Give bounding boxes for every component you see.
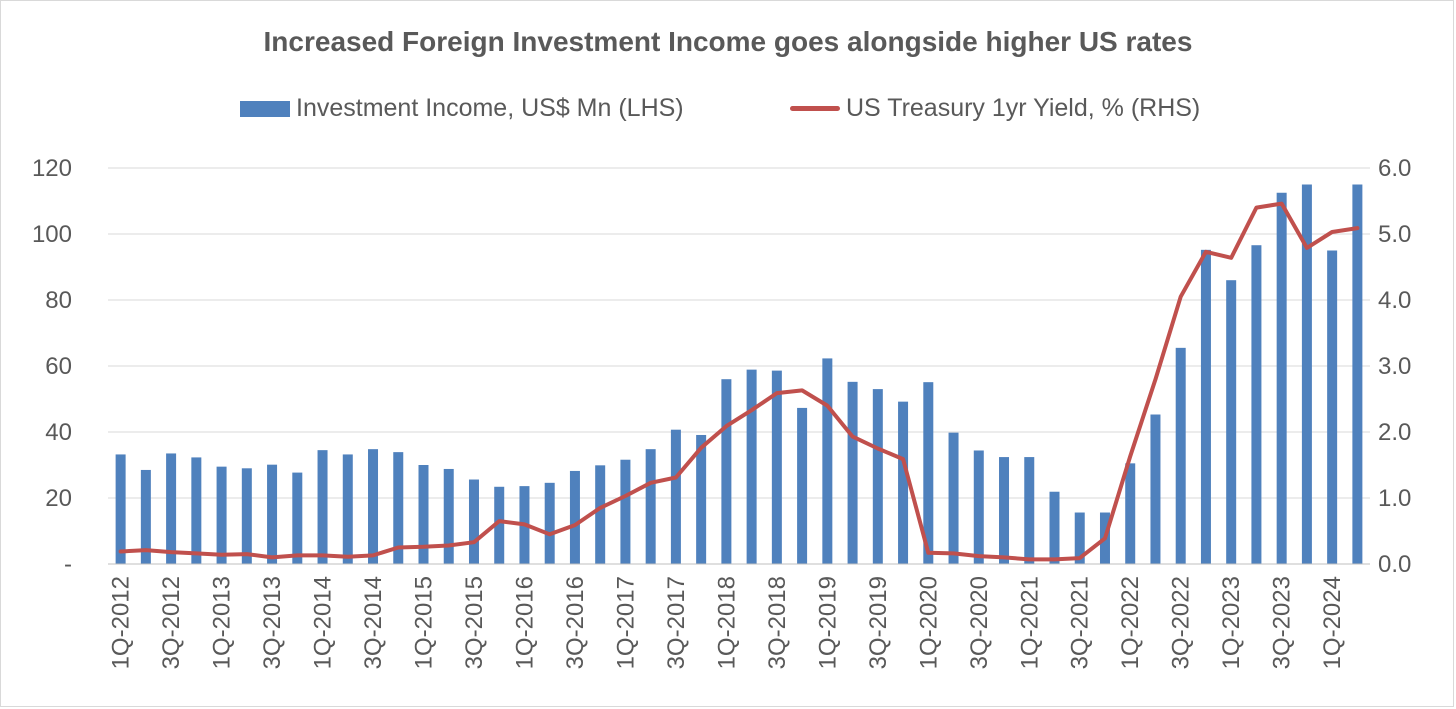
legend-item-treasury-yield: US Treasury 1yr Yield, % (RHS) bbox=[790, 94, 1200, 123]
legend-swatch-bar bbox=[240, 100, 290, 117]
bar bbox=[1150, 414, 1161, 564]
x-tick-label: 3Q-2013 bbox=[259, 576, 286, 669]
y-left-tick-label: - bbox=[64, 551, 72, 578]
x-tick-label: 3Q-2023 bbox=[1269, 576, 1296, 669]
bar bbox=[620, 459, 631, 564]
bar bbox=[368, 449, 379, 564]
bar bbox=[1276, 192, 1287, 564]
bar bbox=[1352, 184, 1363, 564]
bar bbox=[898, 401, 909, 564]
bar bbox=[393, 452, 404, 564]
x-tick-label: 1Q-2021 bbox=[1016, 576, 1043, 669]
y-right-tick-label: 5.0 bbox=[1378, 221, 1411, 248]
x-tick-label: 1Q-2016 bbox=[511, 576, 538, 669]
legend-label-investment-income: Investment Income, US$ Mn (LHS) bbox=[296, 94, 684, 122]
bar bbox=[645, 449, 656, 564]
x-tick-label: 3Q-2017 bbox=[663, 576, 690, 669]
bar bbox=[544, 482, 555, 564]
y-right-tick-label: 0.0 bbox=[1378, 551, 1411, 578]
x-tick-label: 1Q-2019 bbox=[814, 576, 841, 669]
y-right-tick-label: 4.0 bbox=[1378, 287, 1411, 314]
bar bbox=[746, 369, 757, 564]
bar bbox=[822, 358, 833, 564]
x-tick-label: 1Q-2014 bbox=[310, 576, 337, 669]
bar bbox=[468, 479, 479, 564]
x-tick-label: 1Q-2012 bbox=[108, 576, 135, 669]
y-right-tick-label: 2.0 bbox=[1378, 419, 1411, 446]
bar bbox=[1175, 347, 1186, 564]
x-tick-label: 3Q-2015 bbox=[461, 576, 488, 669]
bar bbox=[973, 450, 984, 564]
bar bbox=[948, 432, 959, 564]
bar bbox=[999, 457, 1010, 564]
x-tick-label: 3Q-2012 bbox=[158, 576, 185, 669]
legend-label-treasury-yield: US Treasury 1yr Yield, % (RHS) bbox=[846, 94, 1201, 122]
x-tick-label: 1Q-2013 bbox=[209, 576, 236, 669]
bar bbox=[1125, 463, 1136, 564]
bar bbox=[115, 454, 126, 564]
bar bbox=[292, 472, 303, 564]
bar bbox=[1327, 250, 1338, 564]
bar bbox=[847, 381, 858, 564]
bar bbox=[797, 407, 808, 564]
y-left-tick-label: 80 bbox=[45, 287, 72, 314]
bar bbox=[1074, 512, 1085, 564]
bar bbox=[443, 468, 454, 564]
y-left-tick-label: 120 bbox=[32, 155, 72, 182]
y-right-tick-label: 3.0 bbox=[1378, 353, 1411, 380]
bar bbox=[923, 382, 934, 564]
x-tick-label: 1Q-2017 bbox=[612, 576, 639, 669]
bar bbox=[670, 429, 681, 564]
y-left-tick-label: 20 bbox=[45, 485, 72, 512]
x-tick-label: 1Q-2023 bbox=[1218, 576, 1245, 669]
bar bbox=[595, 465, 606, 564]
x-tick-label: 3Q-2016 bbox=[562, 576, 589, 669]
bar bbox=[1301, 184, 1312, 564]
bar bbox=[872, 389, 883, 564]
x-tick-label: 3Q-2019 bbox=[865, 576, 892, 669]
x-tick-label: 1Q-2024 bbox=[1319, 576, 1346, 669]
x-tick-label: 1Q-2022 bbox=[1117, 576, 1144, 669]
x-tick-label: 3Q-2021 bbox=[1067, 576, 1094, 669]
legend-item-investment-income: Investment Income, US$ Mn (LHS) bbox=[240, 94, 684, 123]
chart-title: Increased Foreign Investment Income goes… bbox=[263, 26, 1193, 57]
bar bbox=[342, 454, 353, 564]
y-left-tick-label: 100 bbox=[32, 221, 72, 248]
x-tick-label: 1Q-2020 bbox=[915, 576, 942, 669]
bar bbox=[1226, 280, 1237, 564]
legend-swatch-line bbox=[790, 106, 840, 111]
bar bbox=[494, 486, 505, 564]
x-tick-label: 3Q-2020 bbox=[966, 576, 993, 669]
bar bbox=[267, 464, 278, 564]
x-tick-label: 1Q-2018 bbox=[713, 576, 740, 669]
y-left-tick-label: 60 bbox=[45, 353, 72, 380]
bar bbox=[696, 434, 707, 564]
yield-line bbox=[118, 201, 1360, 562]
bar bbox=[1024, 457, 1035, 564]
y-right-tick-label: 1.0 bbox=[1378, 485, 1411, 512]
bar bbox=[1251, 245, 1262, 564]
bar bbox=[569, 470, 580, 564]
bar bbox=[216, 466, 227, 564]
y-left-tick-label: 40 bbox=[45, 419, 72, 446]
x-tick-label: 3Q-2014 bbox=[360, 576, 387, 669]
bar bbox=[140, 469, 151, 564]
bar bbox=[191, 457, 202, 564]
bar bbox=[418, 465, 429, 564]
x-tick-label: 1Q-2015 bbox=[411, 576, 438, 669]
y-right-tick-label: 6.0 bbox=[1378, 155, 1411, 182]
x-tick-label: 3Q-2018 bbox=[764, 576, 791, 669]
bar bbox=[1200, 249, 1211, 564]
bar bbox=[317, 450, 328, 564]
bar bbox=[166, 453, 177, 564]
bar bbox=[771, 370, 782, 564]
x-tick-label: 3Q-2022 bbox=[1168, 576, 1195, 669]
bar bbox=[241, 468, 252, 564]
chart-legend: Investment Income, US$ Mn (LHS) US Treas… bbox=[0, 94, 1456, 128]
bar bbox=[721, 379, 732, 564]
bar bbox=[1049, 491, 1060, 564]
